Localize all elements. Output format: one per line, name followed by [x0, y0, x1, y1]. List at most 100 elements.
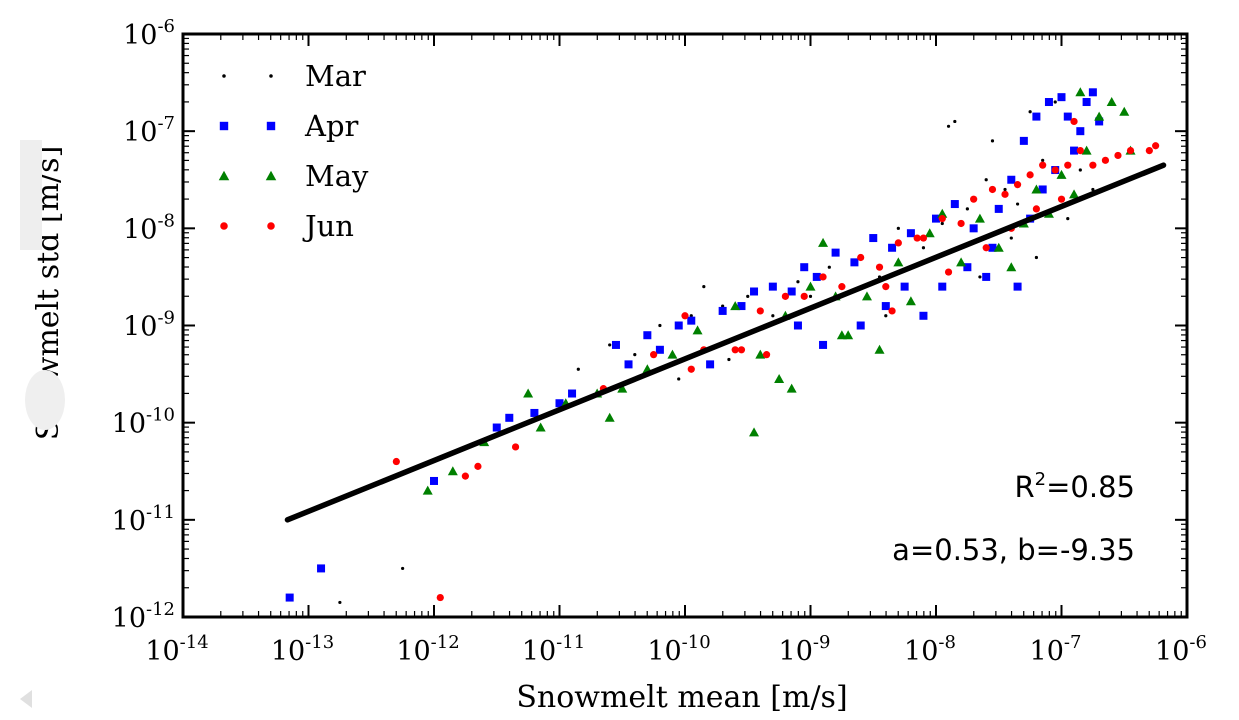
data-point: [422, 485, 433, 495]
legend-entry-jun: Jun: [220, 209, 354, 243]
data-point: [658, 323, 662, 328]
data-point: [805, 281, 816, 291]
y-tick-label: 10-7: [123, 113, 175, 148]
data-point: [523, 388, 534, 398]
data-point: [894, 239, 902, 247]
data-point: [884, 314, 888, 318]
data-point: [940, 221, 944, 226]
data-point: [1095, 117, 1104, 126]
r2-value: =0.85: [1046, 470, 1135, 504]
data-point: [836, 330, 847, 340]
data-point: [447, 466, 458, 476]
data-point: [937, 208, 948, 218]
data-point: [1006, 262, 1017, 272]
data-point: [1106, 97, 1117, 107]
data-point: [692, 325, 703, 335]
data-point: [706, 360, 715, 369]
data-point: [982, 272, 991, 281]
data-point: [746, 294, 750, 298]
data-point: [505, 413, 514, 422]
series-apr: [285, 88, 1104, 602]
legend-label: Mar: [305, 59, 366, 93]
data-point: [1031, 184, 1042, 194]
data-point: [568, 389, 577, 398]
data-point: [687, 316, 696, 325]
fit-params-annotation: a=0.53, b=-9.35: [892, 533, 1135, 567]
data-point: [781, 292, 790, 300]
y-tick-label: 10-6: [123, 16, 175, 51]
data-point: [771, 314, 775, 318]
data-point: [689, 314, 693, 318]
data-point: [978, 275, 982, 279]
data-point: [913, 234, 921, 242]
x-tick-label: 10-11: [522, 632, 585, 667]
data-point: [633, 353, 637, 357]
data-point: [861, 291, 872, 301]
data-point: [617, 383, 628, 393]
data-point: [1078, 168, 1082, 172]
data-point: [938, 282, 947, 291]
legend-label: May: [305, 159, 369, 193]
x-tick-label: 10-10: [647, 632, 710, 667]
data-point: [604, 412, 615, 422]
data-point: [1066, 217, 1070, 221]
x-tick-label: 10-14: [145, 632, 208, 667]
data-point: [756, 307, 764, 315]
data-point: [970, 195, 978, 203]
data-point: [919, 234, 928, 242]
legend-marker: [266, 121, 276, 131]
data-point: [827, 265, 831, 269]
data-point: [1041, 158, 1045, 162]
data-point: [1091, 187, 1095, 192]
data-point: [401, 566, 405, 571]
data-point: [1114, 151, 1122, 160]
data-point: [1070, 146, 1079, 155]
data-point: [819, 340, 828, 349]
data-point: [965, 207, 969, 211]
data-point: [1056, 169, 1067, 179]
data-point: [808, 294, 813, 298]
plot-area: [284, 87, 1167, 605]
data-point: [1145, 147, 1153, 155]
data-point: [1032, 112, 1041, 121]
data-point: [650, 351, 658, 359]
data-point: [1044, 98, 1053, 107]
data-point: [988, 185, 997, 194]
data-point: [831, 248, 840, 257]
data-point: [994, 204, 1003, 213]
data-point: [838, 283, 846, 291]
data-point: [768, 282, 777, 291]
series-mar: [338, 100, 1095, 605]
y-tick-label: 10-9: [123, 308, 175, 343]
data-point: [993, 242, 1004, 252]
x-axis-title: Snowmelt mean [m/s]: [516, 680, 847, 715]
data-point: [1064, 161, 1072, 169]
data-point: [850, 258, 859, 267]
data-point: [655, 345, 664, 354]
data-point: [461, 472, 469, 480]
data-point: [436, 593, 444, 602]
data-point: [1076, 147, 1084, 155]
data-point: [687, 365, 695, 373]
data-point: [1126, 147, 1135, 155]
data-point: [1053, 100, 1057, 104]
data-point: [1039, 161, 1047, 169]
data-point: [1070, 117, 1078, 126]
data-point: [1119, 106, 1130, 116]
data-point: [906, 229, 915, 238]
data-point: [786, 383, 797, 393]
data-point: [492, 423, 501, 432]
x-tick-label: 10-7: [1030, 632, 1082, 667]
data-point: [730, 301, 741, 311]
legend-marker: [219, 121, 229, 131]
data-point: [1009, 236, 1013, 240]
x-tick-label: 10-13: [271, 632, 334, 667]
data-point: [611, 340, 620, 349]
legend-label: Apr: [304, 109, 359, 143]
x-tick-label: 10-9: [779, 632, 831, 667]
data-point: [957, 219, 965, 228]
data-point: [667, 349, 678, 359]
legend-marker: [269, 74, 273, 78]
series-may: [422, 87, 1136, 495]
